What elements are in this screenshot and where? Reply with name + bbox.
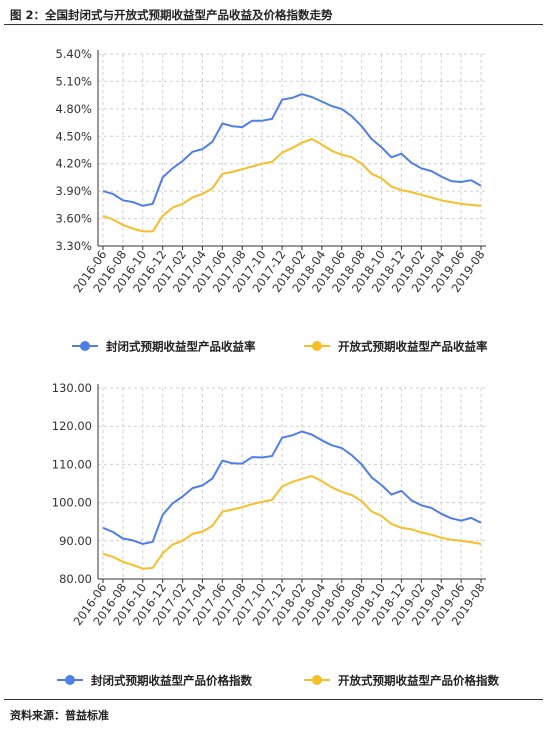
- legend-label: 开放式预期收益型产品收益率: [338, 340, 488, 354]
- y-tick-label: 3.60%: [55, 212, 92, 226]
- series-line-1: [102, 430, 482, 545]
- y-tick-label: 100.00: [52, 496, 92, 510]
- y-tick-label: 5.10%: [55, 74, 92, 88]
- y-tick-label: 3.30%: [55, 239, 92, 253]
- legend-swatch-marker: [65, 675, 75, 685]
- legend-swatch-marker: [312, 675, 322, 685]
- series-line-2: [102, 474, 482, 570]
- y-tick-label: 80.00: [59, 572, 92, 586]
- source-note: 资料来源：普益标准: [10, 709, 109, 722]
- bottom-rule: [4, 699, 543, 700]
- y-tick-label: 4.50%: [55, 129, 92, 143]
- legend-label: 封闭式预期收益型产品价格指数: [91, 674, 252, 688]
- legend-label: 封闭式预期收益型产品收益率: [106, 340, 256, 354]
- y-tick-label: 4.20%: [55, 157, 92, 171]
- figure-title: 图 2：全国封闭式与开放式预期收益型产品收益及价格指数走势: [10, 8, 333, 22]
- y-tick-label: 5.40%: [55, 47, 92, 61]
- series-line-2: [102, 138, 482, 233]
- y-tick-label: 90.00: [59, 534, 92, 548]
- legend-label: 开放式预期收益型产品价格指数: [338, 674, 499, 688]
- y-tick-label: 4.80%: [55, 102, 92, 116]
- legend-swatch-marker: [80, 341, 90, 351]
- y-tick-label: 120.00: [52, 419, 92, 433]
- y-tick-label: 110.00: [52, 457, 92, 471]
- y-tick-label: 130.00: [52, 381, 92, 395]
- y-tick-label: 3.90%: [55, 184, 92, 198]
- top-rule: [4, 24, 543, 25]
- legend-swatch-marker: [312, 341, 322, 351]
- series-line-1: [102, 93, 482, 207]
